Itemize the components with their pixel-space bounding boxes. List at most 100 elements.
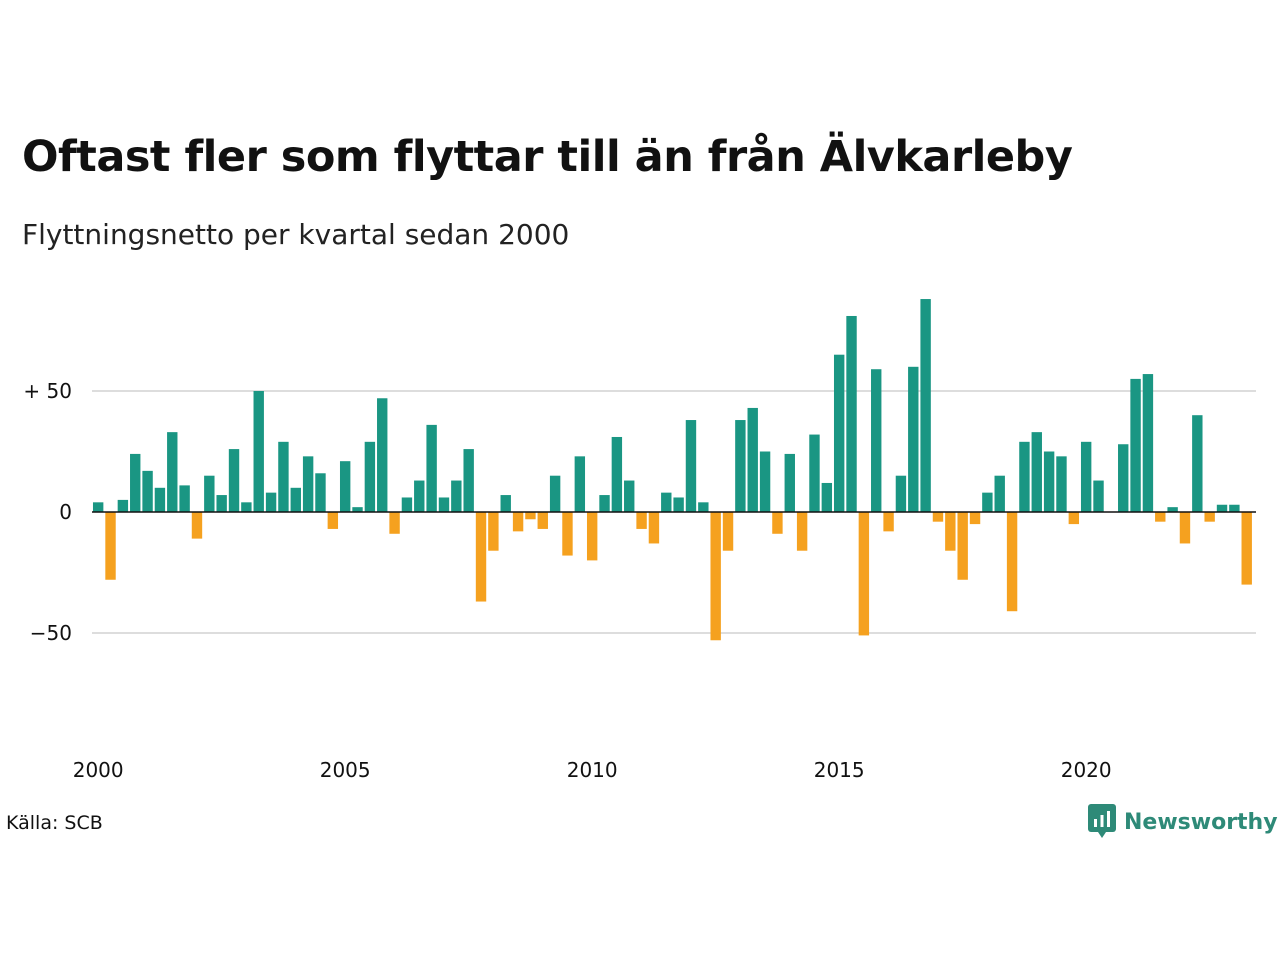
bar	[957, 512, 968, 580]
bar	[611, 436, 623, 512]
bar	[525, 512, 536, 520]
bar	[1216, 504, 1228, 512]
bar	[463, 449, 474, 512]
bar	[908, 366, 919, 512]
bar	[426, 424, 437, 512]
bar	[389, 512, 400, 534]
bar	[537, 512, 548, 529]
bar	[1130, 378, 1141, 512]
bar	[549, 475, 561, 512]
bar	[438, 497, 450, 512]
bar	[92, 502, 104, 512]
bar-chart: + 50 0 −50 2000 2005 2010 2015 2020	[23, 299, 1256, 782]
bar	[475, 512, 487, 602]
bar	[117, 499, 129, 512]
bar	[772, 512, 783, 534]
y-tick-label: 0	[59, 500, 72, 524]
bar	[920, 299, 931, 512]
bar	[636, 512, 647, 529]
bar	[747, 407, 758, 512]
axis-labels: + 50 0 −50 2000 2005 2010 2015 2020	[23, 379, 1256, 782]
grid-lines	[92, 390, 1256, 634]
bar	[228, 449, 240, 512]
x-tick-label: 2005	[320, 758, 371, 782]
bar	[846, 315, 857, 512]
bar	[1204, 512, 1215, 522]
bar	[105, 512, 116, 580]
bar	[685, 420, 697, 512]
bar	[290, 487, 301, 512]
bar	[673, 497, 684, 512]
bar	[1031, 432, 1042, 512]
bar	[352, 507, 363, 512]
bar	[130, 453, 141, 512]
bar	[796, 512, 808, 551]
bar	[784, 453, 795, 512]
bar	[278, 441, 289, 512]
bar	[1019, 441, 1030, 512]
y-tick-label: −50	[30, 621, 72, 645]
bar	[759, 451, 771, 512]
bar	[253, 391, 264, 512]
x-tick-label: 2015	[814, 758, 865, 782]
bar	[932, 512, 944, 522]
x-tick-label: 2000	[73, 758, 124, 782]
bar	[624, 480, 635, 512]
bar	[821, 482, 833, 512]
brand-logo: Newsworthy	[1088, 804, 1278, 840]
bar	[216, 495, 227, 512]
bar	[327, 512, 339, 529]
bar	[1068, 512, 1080, 525]
bar	[1006, 512, 1018, 612]
chart-subtitle: Flyttningsnetto per kvartal sedan 2000	[22, 218, 570, 251]
bar	[661, 492, 672, 512]
brand-name: Newsworthy	[1124, 809, 1278, 835]
bars	[92, 299, 1252, 641]
bar	[401, 497, 413, 512]
bar	[142, 470, 153, 512]
bar	[1056, 456, 1067, 512]
bar	[265, 492, 277, 512]
bar	[562, 512, 573, 556]
bar	[364, 441, 376, 512]
x-tick-label: 2020	[1061, 758, 1112, 782]
bar	[945, 512, 956, 551]
bar	[315, 473, 326, 512]
bar	[1118, 444, 1129, 512]
bar	[698, 502, 709, 512]
bar	[722, 512, 734, 551]
bar	[809, 434, 820, 512]
bar	[512, 512, 524, 532]
bar	[710, 512, 721, 641]
bar	[574, 456, 586, 512]
bar	[969, 512, 981, 525]
bar	[648, 512, 660, 544]
bar	[994, 475, 1005, 512]
bar	[204, 475, 215, 512]
bar	[895, 475, 907, 512]
bar	[1229, 504, 1240, 512]
bar	[982, 492, 993, 512]
bar	[833, 354, 845, 512]
bar	[414, 480, 425, 512]
bar	[871, 369, 882, 512]
bar	[1080, 441, 1092, 512]
bar	[339, 461, 351, 512]
newsworthy-logo-icon	[1088, 804, 1116, 838]
bar	[735, 420, 746, 512]
bar	[488, 512, 499, 551]
bar	[377, 398, 388, 512]
bar	[302, 456, 314, 512]
bar	[858, 512, 870, 636]
bar	[1155, 512, 1166, 522]
bar	[1142, 374, 1154, 512]
bar	[883, 512, 894, 532]
bar	[1093, 480, 1104, 512]
bar	[241, 502, 252, 512]
bar	[1192, 415, 1203, 512]
source-note: Källa: SCB	[6, 812, 103, 834]
y-tick-label: + 50	[23, 379, 72, 403]
chart-title: Oftast fler som flyttar till än från Älv…	[22, 132, 1073, 182]
bar	[1167, 507, 1178, 512]
bar	[1241, 512, 1252, 585]
